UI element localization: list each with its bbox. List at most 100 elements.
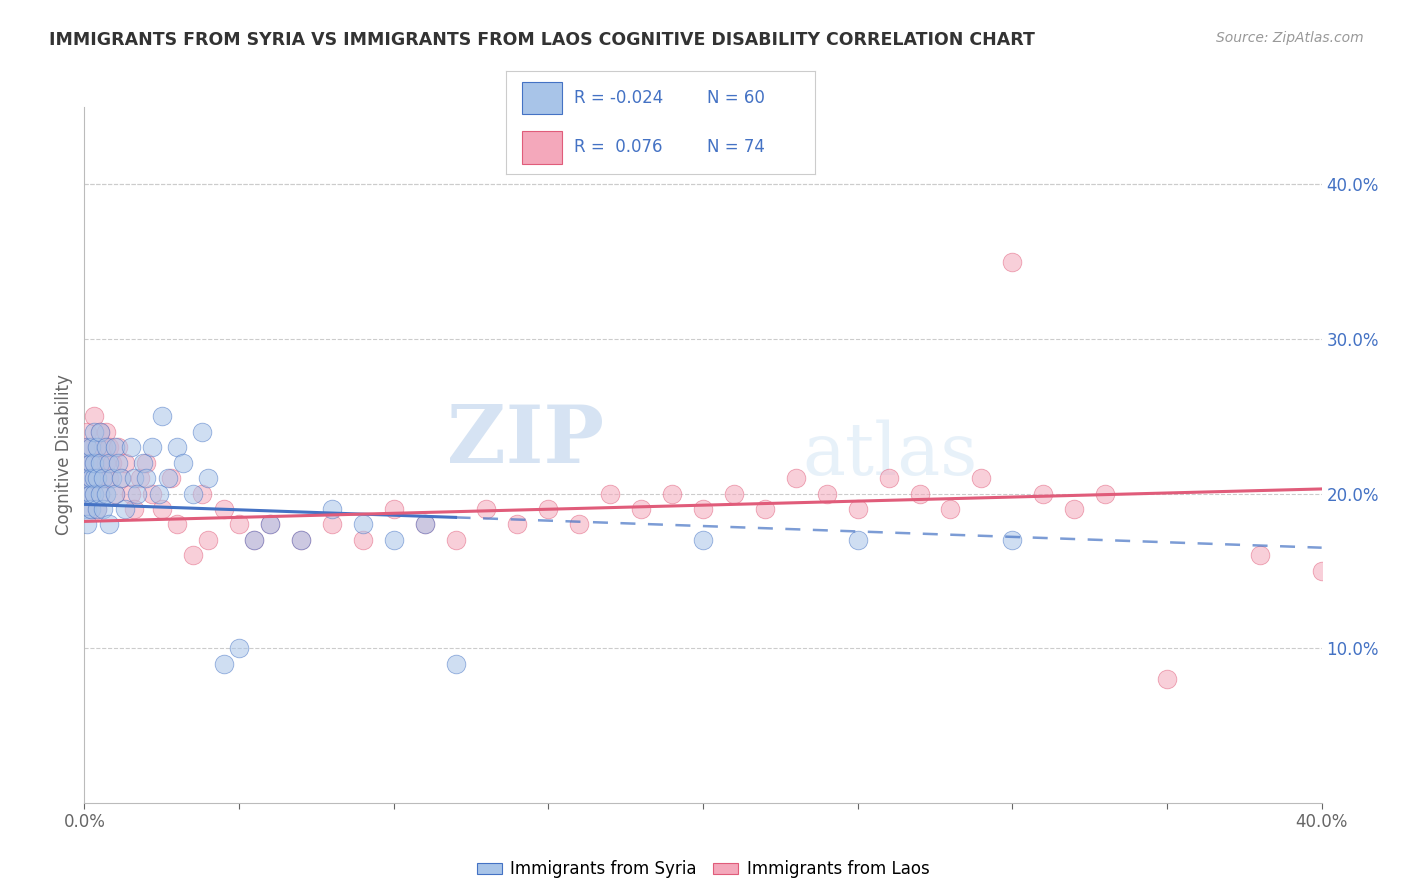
Point bbox=[76, 517, 98, 532]
Point bbox=[723, 486, 745, 500]
Point bbox=[104, 440, 127, 454]
Point bbox=[79, 440, 101, 454]
Point bbox=[86, 471, 108, 485]
Point bbox=[785, 471, 807, 485]
Point bbox=[79, 471, 101, 485]
Point bbox=[413, 517, 436, 532]
Point bbox=[107, 456, 129, 470]
Point bbox=[243, 533, 266, 547]
Point bbox=[76, 502, 98, 516]
Point bbox=[79, 502, 101, 516]
Point bbox=[76, 425, 98, 439]
Point bbox=[73, 456, 96, 470]
Point bbox=[86, 471, 108, 485]
Point bbox=[120, 486, 142, 500]
Point bbox=[94, 456, 117, 470]
Point bbox=[107, 440, 129, 454]
Point bbox=[86, 502, 108, 516]
Point bbox=[290, 533, 312, 547]
Y-axis label: Cognitive Disability: Cognitive Disability bbox=[55, 375, 73, 535]
Point bbox=[76, 486, 98, 500]
Point bbox=[79, 440, 101, 454]
Point bbox=[846, 502, 869, 516]
Point bbox=[86, 502, 108, 516]
Point bbox=[191, 425, 214, 439]
Point bbox=[79, 502, 101, 516]
Point bbox=[599, 486, 621, 500]
Text: Source: ZipAtlas.com: Source: ZipAtlas.com bbox=[1216, 31, 1364, 45]
Point bbox=[91, 440, 114, 454]
Point bbox=[382, 502, 405, 516]
Point bbox=[73, 440, 96, 454]
Point bbox=[125, 486, 148, 500]
Point bbox=[122, 502, 145, 516]
Point bbox=[172, 456, 194, 470]
Point bbox=[135, 471, 157, 485]
Point bbox=[413, 517, 436, 532]
Point bbox=[228, 641, 250, 656]
Point bbox=[76, 471, 98, 485]
Point bbox=[692, 533, 714, 547]
Point bbox=[191, 486, 214, 500]
Point bbox=[150, 502, 173, 516]
Point bbox=[89, 425, 111, 439]
Point bbox=[181, 486, 204, 500]
Point bbox=[444, 657, 467, 671]
Point bbox=[79, 471, 101, 485]
Point bbox=[141, 440, 163, 454]
Point bbox=[89, 456, 111, 470]
Point bbox=[166, 440, 188, 454]
Point bbox=[197, 471, 219, 485]
Point bbox=[94, 440, 117, 454]
Text: N = 60: N = 60 bbox=[707, 89, 765, 107]
Point bbox=[537, 502, 560, 516]
Point bbox=[150, 409, 173, 424]
Point bbox=[83, 456, 105, 470]
Point bbox=[94, 486, 117, 500]
Point bbox=[120, 440, 142, 454]
Point bbox=[444, 533, 467, 547]
Point bbox=[76, 456, 98, 470]
Point bbox=[98, 517, 121, 532]
Text: R = -0.024: R = -0.024 bbox=[574, 89, 664, 107]
Point bbox=[877, 471, 900, 485]
Point bbox=[83, 409, 105, 424]
Point bbox=[91, 471, 114, 485]
Point bbox=[754, 502, 776, 516]
Point bbox=[104, 486, 127, 500]
Point bbox=[83, 456, 105, 470]
Point bbox=[259, 517, 281, 532]
Point bbox=[692, 502, 714, 516]
Point bbox=[197, 533, 219, 547]
Point bbox=[76, 440, 98, 454]
Point bbox=[568, 517, 591, 532]
Point bbox=[101, 471, 124, 485]
Point bbox=[290, 533, 312, 547]
Text: N = 74: N = 74 bbox=[707, 138, 765, 156]
Point bbox=[73, 471, 96, 485]
Point bbox=[661, 486, 683, 500]
Point bbox=[212, 502, 235, 516]
Point bbox=[91, 502, 114, 516]
Point bbox=[98, 456, 121, 470]
Point bbox=[79, 486, 101, 500]
FancyBboxPatch shape bbox=[522, 131, 562, 163]
Point bbox=[1094, 486, 1116, 500]
Point bbox=[122, 471, 145, 485]
Point bbox=[1001, 533, 1024, 547]
Point bbox=[114, 502, 136, 516]
Point bbox=[86, 440, 108, 454]
Point bbox=[1156, 672, 1178, 686]
Text: IMMIGRANTS FROM SYRIA VS IMMIGRANTS FROM LAOS COGNITIVE DISABILITY CORRELATION C: IMMIGRANTS FROM SYRIA VS IMMIGRANTS FROM… bbox=[49, 31, 1035, 49]
Point bbox=[1310, 564, 1333, 578]
Point bbox=[94, 425, 117, 439]
Point bbox=[475, 502, 498, 516]
Point bbox=[110, 471, 132, 485]
Point bbox=[83, 486, 105, 500]
Point bbox=[259, 517, 281, 532]
Point bbox=[321, 517, 343, 532]
Point bbox=[1032, 486, 1054, 500]
Point bbox=[908, 486, 931, 500]
Point bbox=[156, 471, 179, 485]
Point bbox=[104, 486, 127, 500]
